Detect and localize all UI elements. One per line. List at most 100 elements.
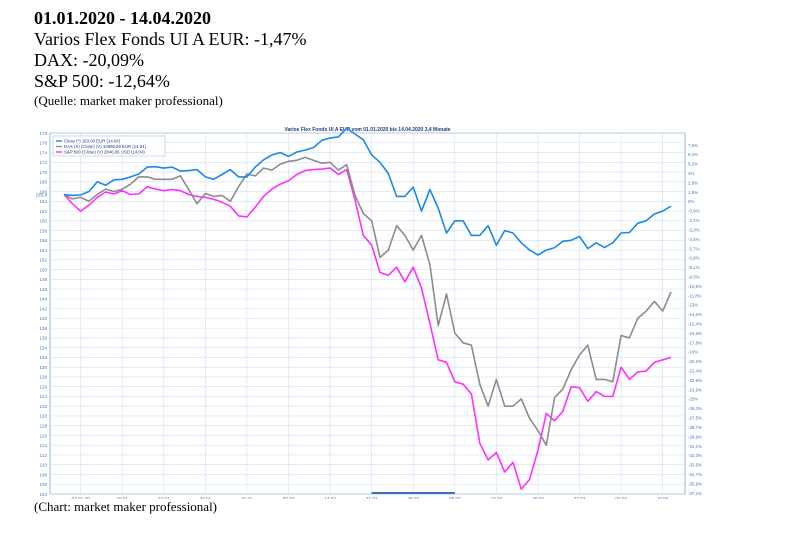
y-tick-label: 112 [40, 453, 48, 458]
line-chart: 104 106 108 110 112 114 116 118 120 122 124 126 128 1… [36, 127, 703, 501]
y2-tick-label: -21,4% [688, 369, 702, 374]
y-tick-label: 132 [39, 355, 47, 360]
x-tick-label: 31.01 [241, 496, 253, 499]
y2-tick-label: -6,9% [688, 256, 700, 261]
y2-tick-label: -23,9% [688, 387, 702, 392]
y2-tick-label: -34,7% [688, 472, 702, 477]
y2-tick-label: -4,5% [688, 237, 700, 242]
y2-tick-label: -16,6% [688, 331, 702, 336]
y2-tick-label: -33,5% [688, 463, 702, 468]
y-tick-label: 134 [39, 345, 47, 350]
y-tick-label: 152 [39, 258, 47, 263]
y-tick-label: 124 [39, 394, 47, 399]
y2-tick-label: -26,2% [688, 406, 702, 411]
y2-tick-label: -8,1% [688, 265, 700, 270]
y2-tick-label: -17,8% [688, 340, 702, 345]
chart-container: 104 106 108 110 112 114 116 118 120 122 124 126 128 1… [30, 124, 710, 501]
chart-caption: (Chart: market maker professional) [34, 499, 218, 514]
y2-tick-label: 6,4% [688, 152, 698, 157]
y-tick-label: 128 [39, 375, 47, 380]
y2-tick-label: -19% [688, 350, 698, 355]
legend-box [52, 135, 166, 157]
y2-tick-label: 5,2% [688, 162, 698, 167]
y-tick-label: 142 [39, 306, 47, 311]
y-tick-label: 110 [40, 463, 48, 468]
series-line-sp [63, 167, 672, 490]
dax-performance: DAX: -20,09% [34, 50, 144, 70]
y-tick-label: 122 [39, 404, 47, 409]
y2-tick-label: -29,9% [688, 434, 702, 439]
y-tick-label: 148 [39, 277, 47, 282]
y2-tick-label: -3,3% [688, 227, 700, 232]
y-tick-label: 170 [39, 170, 47, 175]
axis-range-marker [371, 492, 455, 494]
x-tick-label: 14.02 [324, 496, 336, 499]
date-range: 01.01.2020 - 14.04.2020 [34, 8, 211, 28]
y-tick-label: 118 [40, 424, 48, 429]
y2-tick-label: -35,9% [688, 481, 702, 486]
y-tick-label: 178 [39, 131, 47, 136]
y2-tick-label: -5,7% [688, 246, 700, 251]
y2-tick-label: -10,5% [688, 284, 702, 289]
y2-tick-label: -32,3% [688, 453, 702, 458]
y2-tick-label: -11,8% [688, 293, 702, 298]
x-tick-label: 20.03 [532, 496, 544, 499]
y2-tick-label: 4% [688, 171, 694, 176]
y2-tick-label: -13% [688, 303, 698, 308]
x-tick-label: 24.01 [200, 496, 212, 499]
y-tick-label: 160 [39, 219, 47, 224]
chart-title: Varios Flex Fonds UI A EUR vom 01.01.202… [284, 127, 450, 133]
plot-frame [49, 132, 686, 495]
x-tick-label: 28.02 [407, 496, 419, 499]
x-tick-label: 03.01.20 [72, 496, 90, 499]
y2-tick-label: -9,3% [688, 274, 700, 279]
source-note: (Quelle: market maker professional) [34, 93, 223, 108]
y-start-label: 165,4 [36, 192, 48, 197]
y-tick-label: 120 [39, 414, 47, 419]
y2-tick-label: -25% [688, 397, 698, 402]
y2-tick-label: -14,2% [688, 312, 702, 317]
y2-tick-label: 1,5% [688, 190, 698, 195]
x-tick-label: 27.03 [574, 496, 586, 499]
y-tick-label: 166 [39, 189, 47, 194]
y2-tick-label: -20,2% [688, 359, 702, 364]
y-tick-label: 140 [39, 316, 47, 321]
y2-tick-label: -0,9% [688, 209, 700, 214]
fund-performance: Varios Flex Fonds UI A EUR: -1,47% [34, 29, 307, 49]
y-tick-label: 164 [39, 199, 47, 204]
summary-header: 01.01.2020 - 14.04.2020 Varios Flex Fond… [34, 8, 307, 110]
y2-tick-label: -22,6% [688, 378, 702, 383]
y2-tick-label: -2,1% [688, 218, 700, 223]
y2-tick-label: 2,8% [688, 180, 698, 185]
x-tick-label: 21.02 [366, 496, 378, 499]
series-line-dax [63, 156, 672, 447]
y-tick-label: 150 [39, 267, 47, 272]
y-tick-label: 136 [39, 336, 47, 341]
y-tick-label: 176 [39, 141, 47, 146]
x-tick-label: 10.04 [657, 496, 669, 499]
y2-tick-label: -37,1% [688, 491, 702, 496]
y-tick-label: 130 [39, 365, 47, 370]
x-tick-label: 06.03 [449, 496, 461, 499]
x-tick-label: 10.01 [116, 496, 128, 499]
y-tick-label: 156 [39, 238, 47, 243]
y-tick-label: 162 [39, 209, 47, 214]
y-tick-label: 114 [40, 443, 48, 448]
y-tick-label: 158 [39, 228, 47, 233]
y-tick-label: 116 [40, 433, 48, 438]
sp500-performance: S&P 500: -12,64% [34, 71, 170, 91]
y-tick-label: 126 [39, 384, 47, 389]
x-tick-label: 03.04 [615, 496, 627, 499]
x-tick-label: 07.02 [283, 496, 295, 499]
x-tick-label: 13.03 [491, 496, 503, 499]
y2-tick-label: -27,5% [688, 416, 702, 421]
legend-label: S&P 500 (Close) (V) 2846,06 USD (14.04) [64, 150, 145, 155]
y-tick-label: 174 [39, 150, 47, 155]
y2-tick-label: 7,6% [688, 143, 698, 148]
y2-tick-label: -15,4% [688, 322, 702, 327]
y2-tick-label: 0% [688, 199, 694, 204]
y-tick-label: 146 [39, 287, 47, 292]
y-tick-label: 104 [39, 492, 47, 497]
y-tick-label: 154 [39, 248, 47, 253]
y2-tick-label: -28,7% [688, 425, 702, 430]
